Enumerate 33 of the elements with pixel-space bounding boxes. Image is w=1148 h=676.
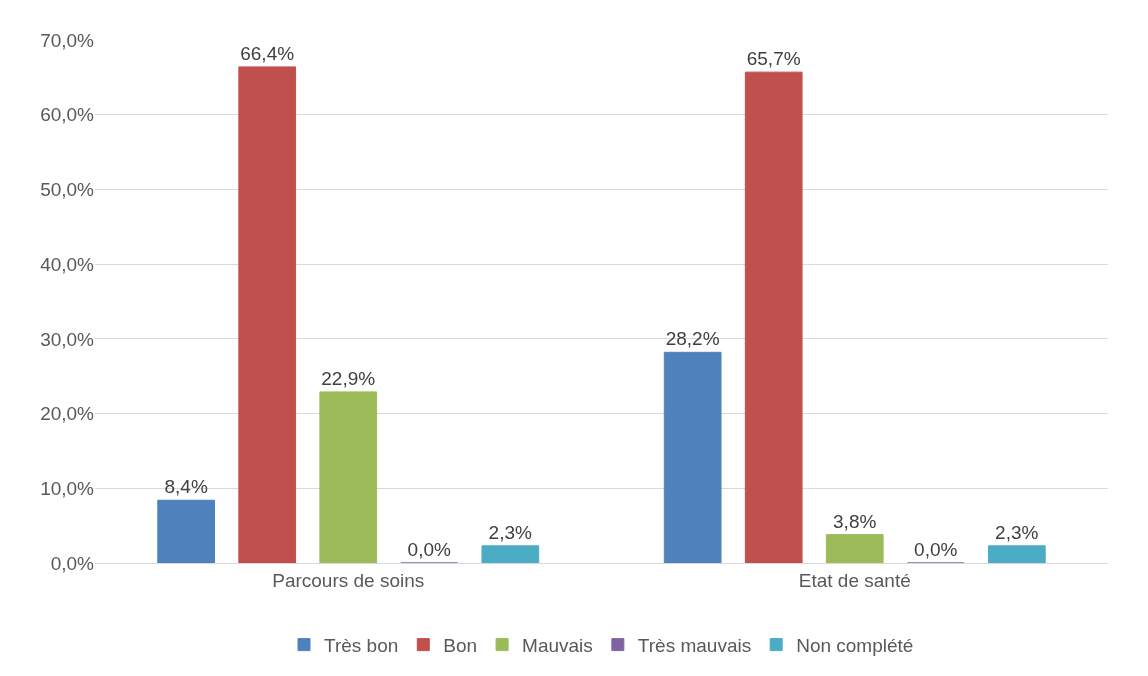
legend-label: Très mauvais: [637, 635, 752, 657]
legend-label: Non complété: [796, 635, 914, 657]
y-tick-label: 60,0%: [40, 104, 95, 126]
data-label: 28,2%: [665, 328, 720, 350]
bar: [663, 351, 722, 563]
y-tick-label: 40,0%: [40, 253, 95, 275]
data-label: 0,0%: [914, 539, 958, 560]
legend-label: Mauvais: [522, 635, 593, 657]
data-label: 2,3%: [995, 521, 1039, 543]
bar: [319, 391, 378, 563]
data-label: 8,4%: [164, 476, 208, 498]
data-label: 3,8%: [833, 510, 877, 532]
y-tick-label: 0,0%: [50, 552, 95, 574]
bar: [987, 545, 1046, 563]
x-tick-label: Etat de santé: [798, 569, 911, 591]
data-label: 66,4%: [240, 42, 295, 64]
y-tick-label: 30,0%: [40, 328, 95, 350]
y-tick-label: 20,0%: [40, 403, 95, 425]
data-label: 2,3%: [488, 521, 533, 543]
data-label: 65,7%: [746, 48, 801, 70]
x-tick-label: Parcours de soins: [272, 569, 425, 591]
y-tick-label: 10,0%: [40, 477, 95, 499]
legend-label: Très bon: [324, 635, 399, 657]
y-tick-label: 50,0%: [40, 179, 95, 201]
bar: [825, 534, 884, 563]
legend-label: Bon: [443, 635, 478, 657]
bar: [481, 545, 540, 563]
bar: [744, 71, 803, 563]
data-label: 22,9%: [321, 367, 376, 389]
bar: [238, 66, 297, 563]
y-tick-label: 70,0%: [40, 29, 95, 51]
bar: [157, 499, 216, 563]
data-label: 0,0%: [407, 539, 451, 560]
